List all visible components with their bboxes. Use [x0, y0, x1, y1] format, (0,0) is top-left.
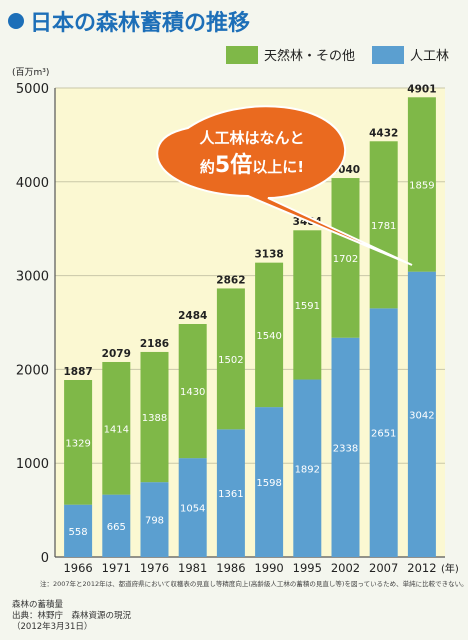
total-label: 2484: [178, 310, 207, 322]
source-block: 森林の蓄積量 出典：林野庁 森林資源の現況 （2012年3月31日）: [12, 600, 131, 633]
data-label: 665: [107, 522, 126, 533]
bar-plantation-1981: [178, 458, 207, 557]
data-label: 1702: [333, 254, 358, 265]
bar-plantation-1986: [216, 429, 245, 557]
data-label: 1054: [180, 504, 205, 515]
y-tick-label: 4000: [16, 176, 49, 191]
data-label: 2338: [333, 443, 358, 454]
data-label: 1598: [256, 478, 281, 489]
bar-natural-1971: [102, 361, 131, 495]
bar-natural-2002: [331, 178, 360, 338]
total-label: 1887: [63, 366, 92, 378]
x-tick-label: 1986: [216, 561, 245, 575]
y-axis-unit-label: (百万m³): [12, 67, 49, 78]
data-label: 3042: [409, 410, 434, 421]
bar-natural-2012: [407, 97, 436, 272]
title-text: 日本の森林蓄積の推移: [30, 11, 251, 36]
source-publisher: 出典：林野庁 森林資源の現況: [12, 611, 132, 621]
y-tick-label: 0: [41, 551, 49, 566]
bar-plantation-1971: [102, 494, 131, 557]
legend-swatch: [226, 46, 258, 64]
x-tick-label: 1981: [178, 561, 207, 575]
x-axis-unit: (年): [441, 562, 459, 575]
total-label: 4901: [407, 83, 436, 95]
bar-plantation-1976: [140, 482, 169, 557]
data-label: 1430: [180, 387, 205, 398]
y-tick-label: 1000: [16, 457, 49, 472]
bar-natural-1976: [140, 351, 169, 483]
bar-plantation-1995: [293, 379, 322, 557]
data-label: 1540: [256, 331, 281, 342]
bar-natural-1986: [216, 288, 245, 430]
total-label: 4432: [369, 127, 398, 139]
total-label: 2186: [140, 338, 169, 350]
data-label: 1892: [295, 464, 320, 475]
callout-bubble: [156, 105, 413, 266]
y-tick-label: 2000: [16, 363, 49, 378]
data-label: 1361: [218, 489, 243, 500]
legend-label: 天然林・その他: [264, 48, 355, 64]
y-tick-label: 5000: [16, 82, 49, 97]
bar-plantation-1990: [255, 407, 284, 557]
callout-emphasis: 5倍: [215, 152, 252, 178]
source-title: 森林の蓄積量: [12, 600, 64, 610]
total-label: 2079: [102, 348, 131, 360]
x-tick-label: 1995: [293, 561, 322, 575]
legend-swatch: [372, 46, 404, 64]
data-label: 1781: [371, 221, 396, 232]
data-label: 1591: [295, 301, 320, 312]
callout-line1: 人工林はなんと: [199, 129, 304, 147]
total-label: 2862: [216, 275, 245, 287]
chart-note: 注：2007年と2012年は、都道府県において収穫表の見直し等精度向上(高齢級人…: [40, 580, 468, 588]
bar-natural-1995: [293, 230, 322, 380]
x-tick-label: 1971: [102, 561, 131, 575]
bar-plantation-2002: [331, 337, 360, 557]
source-date: （2012年3月31日）: [12, 622, 93, 632]
data-label: 1329: [65, 438, 90, 449]
data-label: 558: [69, 527, 88, 538]
x-tick-label: 2007: [369, 561, 398, 575]
x-tick-label: 1966: [63, 561, 92, 575]
total-label: 3138: [254, 249, 283, 261]
bar-natural-1981: [178, 324, 207, 459]
bar-plantation-2007: [369, 308, 398, 557]
x-tick-label: 1976: [140, 561, 169, 575]
chart-title: 日本の森林蓄積の推移: [8, 6, 250, 36]
data-label: 1388: [142, 413, 167, 424]
callout-pre: 約: [200, 158, 215, 176]
bar-plantation-2012: [407, 271, 436, 557]
data-label: 1502: [218, 355, 243, 366]
data-label: 1414: [104, 424, 129, 435]
x-tick-label: 2012: [407, 561, 436, 575]
callout-post: 以上に!: [252, 158, 304, 176]
data-label: 1859: [409, 180, 434, 191]
callout-line2: 約5倍以上に!: [200, 152, 304, 178]
data-label: 2651: [371, 429, 396, 440]
bar-natural-1966: [64, 379, 93, 505]
y-tick-label: 3000: [16, 270, 49, 285]
bar-plantation-1966: [64, 504, 93, 557]
x-tick-label: 1990: [254, 561, 283, 575]
data-label: 798: [145, 516, 164, 527]
bar-natural-1990: [255, 262, 284, 408]
x-tick-label: 2002: [331, 561, 360, 575]
legend-label: 人工林: [410, 49, 449, 64]
bar-natural-2007: [369, 141, 398, 309]
title-bullet-icon: [8, 13, 24, 29]
